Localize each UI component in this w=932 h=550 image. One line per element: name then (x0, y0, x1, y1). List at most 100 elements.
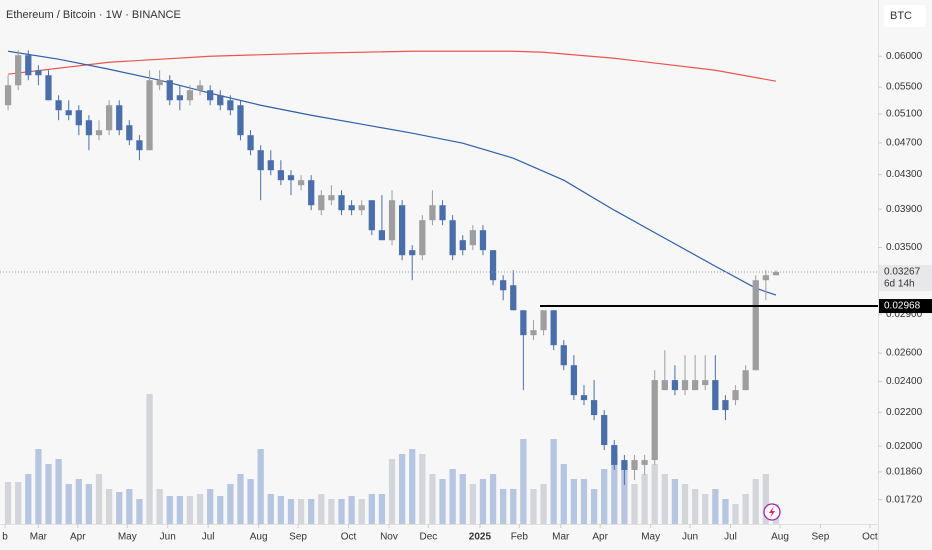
volume-bar (459, 474, 466, 524)
x-tick-label: Apr (592, 532, 608, 543)
volume-bar (651, 464, 658, 524)
candle-body (217, 95, 224, 106)
x-tick-label: Nov (380, 532, 398, 543)
volume-bar (580, 479, 588, 524)
candle-body (439, 205, 446, 221)
candle-body (722, 400, 729, 411)
volume-bar (439, 479, 446, 524)
moving-average (8, 50, 777, 82)
candle-body (570, 365, 578, 396)
y-tick-label: 0.04300 (886, 169, 923, 180)
candle-body (237, 105, 244, 136)
candle-body (328, 195, 335, 201)
candle-body (55, 100, 62, 111)
candle-body (702, 380, 709, 386)
volume-bar (247, 479, 254, 524)
candle-body (156, 80, 163, 86)
volume-bar (570, 479, 578, 524)
volume-bar (257, 449, 264, 524)
candle-body (318, 195, 325, 211)
candle-body (378, 230, 386, 241)
candle-body (500, 280, 507, 291)
x-tick-label: Sep (289, 532, 307, 543)
currency-box[interactable] (884, 5, 926, 27)
volume-bar (176, 496, 183, 524)
countdown: 6d 14h (884, 279, 915, 290)
candle-body (277, 170, 285, 181)
volume-bar (85, 484, 93, 524)
volume-bar (116, 492, 123, 524)
y-tick-label: 0.05100 (886, 109, 923, 120)
volume-bar (156, 489, 163, 524)
candle-body (459, 240, 466, 251)
volume-bar (560, 464, 567, 524)
volume-bar (338, 499, 345, 524)
volume-bar (419, 454, 426, 524)
volume-bar (348, 496, 355, 524)
volume-bar (237, 474, 244, 524)
candle-body (671, 380, 679, 391)
volume-bar (691, 489, 699, 524)
candle-body (691, 380, 699, 391)
volume-bar (671, 479, 679, 524)
volume-bar (35, 449, 42, 524)
x-tick-label: Mar (552, 532, 570, 543)
candle-body (136, 140, 143, 151)
y-tick-label: 0.06000 (886, 51, 923, 62)
volume-bar (469, 484, 476, 524)
volume-bar (75, 479, 82, 524)
volume-bar (540, 484, 547, 524)
y-tick-label: 0.05500 (886, 82, 923, 93)
volume-bar (479, 479, 487, 524)
candle-body (207, 90, 214, 101)
candle-body (590, 400, 598, 416)
x-tick-label: Aug (250, 532, 268, 543)
volume-bar (722, 499, 729, 524)
volume-bar (388, 459, 396, 524)
candle-body (45, 75, 52, 101)
lightning-icon[interactable] (763, 503, 781, 521)
volume-bar (297, 499, 305, 524)
candle-body (712, 380, 719, 411)
candle-body (146, 80, 153, 151)
volume-bar (429, 474, 436, 524)
volume-bar (267, 494, 274, 524)
x-tick-label: Oct (862, 532, 878, 543)
volume-bar (65, 484, 72, 524)
candle-body (449, 220, 456, 256)
candle-body (65, 110, 72, 116)
volume-bar (277, 496, 285, 524)
y-tick-label: 0.03500 (886, 242, 923, 253)
candle-body (257, 150, 264, 171)
candle-body (489, 250, 497, 281)
volume-bar (318, 494, 325, 524)
candle-body (166, 80, 173, 101)
volume-bar (328, 499, 335, 524)
volume-bar (45, 464, 52, 524)
candle-body (601, 415, 608, 446)
volume-bar (550, 439, 557, 524)
volume-bar (712, 489, 719, 524)
candle-body (15, 55, 22, 86)
y-tick-label: 0.03900 (886, 204, 923, 215)
volume-bar (510, 489, 517, 524)
volume-layer (4, 394, 780, 524)
x-tick-label: Oct (341, 532, 357, 543)
candle-body (641, 460, 648, 465)
level-label-box (879, 299, 932, 314)
volume-bar (398, 454, 406, 524)
y-tick-label: 0.01720 (886, 494, 923, 505)
candle-body (358, 205, 365, 211)
last-price-label: 0.03267 (884, 267, 921, 278)
candle-body (479, 230, 487, 251)
volume-bar (166, 496, 173, 524)
candle-body (116, 105, 123, 131)
axis-layer: 0.06000 0.05500 0.05100 0.04700 0.04300 0.039… (2, 51, 922, 543)
volume-bar (378, 494, 386, 524)
candle-body (621, 460, 628, 470)
candle-body (267, 160, 274, 171)
candle-body (611, 445, 618, 465)
candle-body (398, 205, 406, 256)
volume-bar (681, 484, 689, 524)
